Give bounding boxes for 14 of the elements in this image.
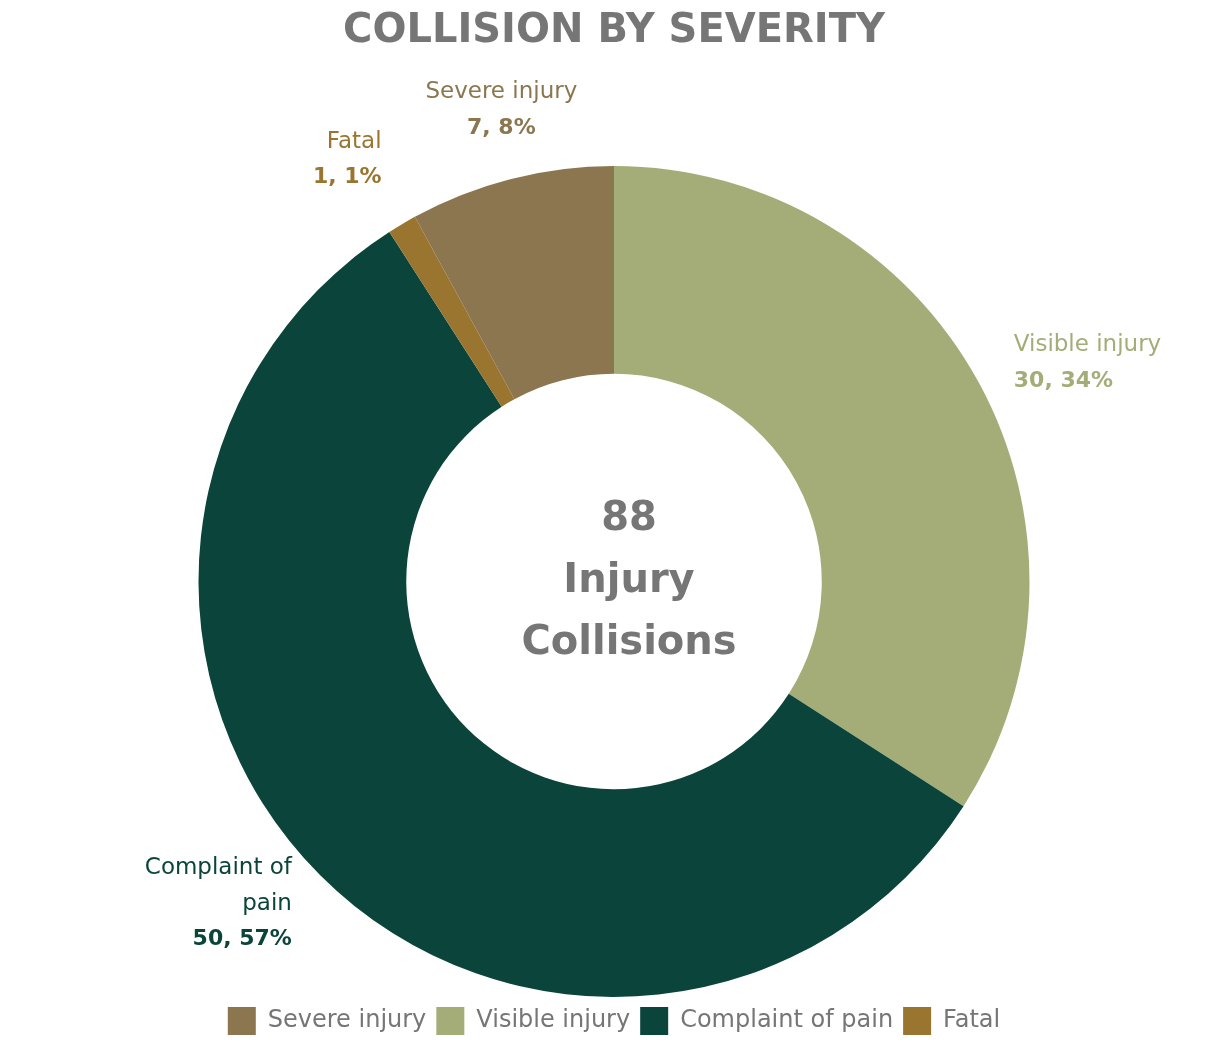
slice-label: Complaint of pain (144, 852, 293, 915)
text: 88 Injury Collisions (521, 492, 737, 663)
data-label: 7, 8% (467, 113, 536, 139)
data-label: 1, 1% (312, 163, 382, 189)
legend-label: Complaint of pain (680, 1005, 894, 1034)
legend-label: Severe injury (267, 1005, 427, 1034)
legend-label: Visible injury (476, 1005, 631, 1034)
slice-label: Fatal (326, 126, 382, 153)
data-label: 30, 34% (1013, 366, 1114, 392)
slice-label: Visible injury (1013, 330, 1162, 357)
chart-title: COLLISION BY SEVERITY (343, 5, 886, 52)
data-label: 50, 57% (192, 925, 292, 951)
slice-label: Severe injury (425, 77, 578, 104)
legend-label: Fatal (943, 1005, 1001, 1034)
